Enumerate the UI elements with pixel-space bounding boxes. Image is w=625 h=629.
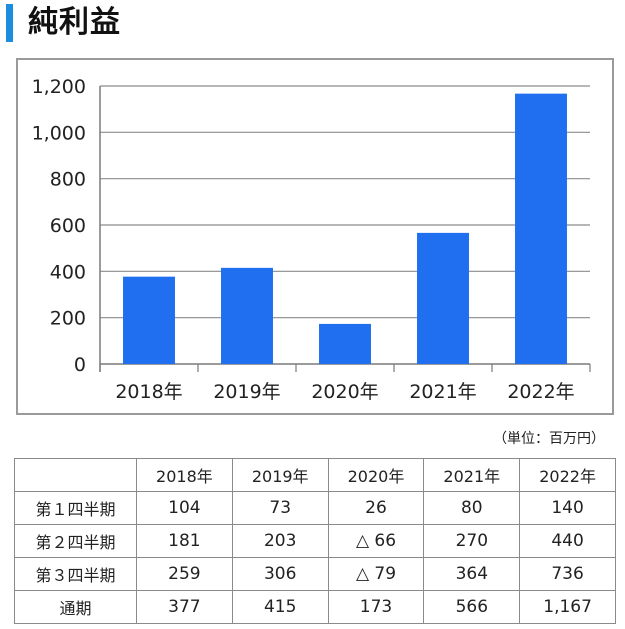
table-cell: 73 bbox=[231, 491, 329, 525]
table-row: 第２四半期 181 203 △ 66 270 440 bbox=[14, 524, 616, 558]
bar bbox=[417, 232, 469, 364]
row-label: 第２四半期 bbox=[14, 524, 137, 558]
row-label: 第３四半期 bbox=[14, 557, 137, 591]
y-tick-label: 800 bbox=[50, 169, 86, 191]
table-cell: 364 bbox=[423, 557, 521, 591]
x-tick-label: 2021年 bbox=[409, 381, 476, 403]
table-cell: △ 66 bbox=[327, 524, 425, 558]
x-tick-label: 2022年 bbox=[507, 381, 574, 403]
table-header-cell: 2020年 bbox=[327, 458, 425, 492]
table-row: 第１四半期 104 73 26 80 140 bbox=[14, 491, 616, 525]
bar bbox=[515, 93, 567, 364]
table-header-cell: 2022年 bbox=[519, 458, 616, 492]
bar bbox=[123, 276, 175, 364]
row-label: 第１四半期 bbox=[14, 491, 137, 525]
table-cell: 173 bbox=[327, 590, 425, 624]
table-row: 第３四半期 259 306 △ 79 364 736 bbox=[14, 557, 616, 591]
y-tick-label: 600 bbox=[50, 215, 86, 237]
table-cell: 1,167 bbox=[519, 590, 616, 624]
table-header-cell: 2019年 bbox=[231, 458, 329, 492]
data-table: 2018年 2019年 2020年 2021年 2022年 第１四半期 104 … bbox=[14, 458, 616, 624]
table-row: 通期 377 415 173 566 1,167 bbox=[14, 590, 616, 624]
table-cell: 270 bbox=[423, 524, 521, 558]
table-cell: 104 bbox=[136, 491, 233, 525]
unit-label: （単位：百万円） bbox=[493, 431, 605, 447]
table-header-cell: 2021年 bbox=[423, 458, 521, 492]
x-tick-label: 2019年 bbox=[213, 381, 280, 403]
y-tick-label: 200 bbox=[50, 308, 86, 330]
bar bbox=[319, 323, 371, 364]
chart-frame: 0 200 400 600 800 1,000 1,200 2018年 2019年 2020年 20… bbox=[16, 58, 614, 415]
y-tick-label: 1,000 bbox=[32, 122, 86, 144]
y-tick-label: 400 bbox=[50, 261, 86, 283]
table-cell: 736 bbox=[519, 557, 616, 591]
table-cell: 140 bbox=[519, 491, 616, 525]
table-cell: 259 bbox=[136, 557, 233, 591]
table-cell: 377 bbox=[136, 590, 233, 624]
table-header-cell bbox=[14, 458, 137, 492]
bar bbox=[221, 267, 273, 364]
row-label: 通期 bbox=[14, 590, 137, 624]
table-cell: △ 79 bbox=[327, 557, 425, 591]
bar-chart: 0 200 400 600 800 1,000 1,200 2018年 2019年 2020年 20… bbox=[32, 76, 591, 403]
table-cell: 203 bbox=[231, 524, 329, 558]
table-cell: 181 bbox=[136, 524, 233, 558]
table-cell: 415 bbox=[231, 590, 329, 624]
page-title: 純利益 bbox=[28, 5, 121, 40]
table-header-cell: 2018年 bbox=[136, 458, 233, 492]
table-cell: 566 bbox=[423, 590, 521, 624]
x-tick-label: 2020年 bbox=[311, 381, 378, 403]
title-accent-bar bbox=[6, 4, 13, 42]
x-tick-label: 2018年 bbox=[115, 381, 182, 403]
table-cell: 26 bbox=[327, 491, 425, 525]
table-cell: 440 bbox=[519, 524, 616, 558]
table-cell: 306 bbox=[231, 557, 329, 591]
y-tick-label: 0 bbox=[74, 354, 86, 376]
table-cell: 80 bbox=[423, 491, 521, 525]
y-tick-label: 1,200 bbox=[32, 76, 86, 98]
table-header-row: 2018年 2019年 2020年 2021年 2022年 bbox=[14, 458, 616, 492]
